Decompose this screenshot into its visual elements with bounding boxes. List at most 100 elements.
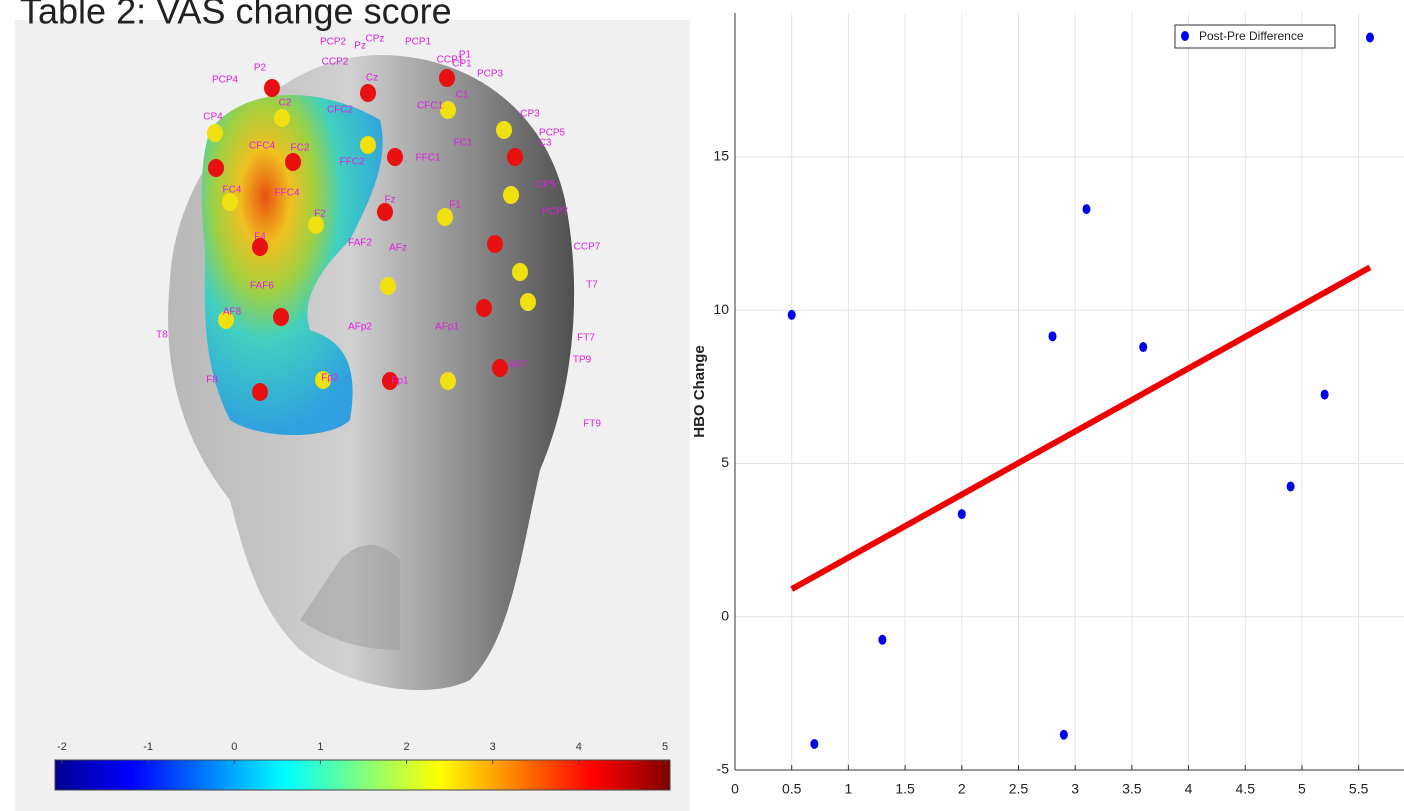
electrode-label: CFC4: [249, 141, 276, 152]
electrode-label: Pz: [354, 41, 366, 52]
point: [958, 509, 966, 519]
electrode: [208, 159, 224, 177]
x-tick-label: 3: [1071, 781, 1079, 797]
electrode: [476, 299, 492, 317]
point: [1366, 33, 1374, 43]
electrode: [439, 69, 455, 87]
electrode: [440, 372, 456, 390]
electrode: [512, 263, 528, 281]
electrode-label: CCP7: [574, 242, 601, 253]
x-tick-label: 0.5: [782, 781, 802, 797]
electrode-label: FT9: [583, 419, 601, 430]
point: [1321, 390, 1329, 400]
y-tick-label: 0: [721, 607, 729, 623]
electrode-label: Fz: [384, 195, 395, 206]
electrode: [285, 153, 301, 171]
x-tick-label: 2: [958, 781, 966, 797]
x-tick-label: 1.5: [895, 781, 915, 797]
x-tick-label: 3.5: [1122, 781, 1142, 797]
x-tick-label: 5: [1298, 781, 1306, 797]
electrode-label: PCP1: [405, 37, 432, 48]
x-tick-label: 2.5: [1009, 781, 1029, 797]
electrode-label: T8: [156, 330, 168, 341]
page-title: Table 2: VAS change score: [20, 0, 452, 32]
electrode-label: PCP4: [212, 75, 239, 86]
point: [1287, 482, 1295, 492]
x-tick-label: 0: [731, 781, 739, 797]
electrode: [387, 148, 403, 166]
electrode-label: PCP3: [477, 69, 504, 80]
electrode: [492, 359, 508, 377]
electrode-label: FC4: [223, 185, 242, 196]
electrode-label: TP9: [573, 355, 592, 366]
electrode-label: PCP7: [542, 207, 569, 218]
x-tick-label: 1: [844, 781, 852, 797]
colorbar-tick-label: 3: [490, 741, 496, 753]
electrode-label: FFC4: [275, 188, 300, 199]
colorbar-tick-label: 2: [404, 741, 410, 753]
colorbar-tick-label: -1: [143, 741, 153, 753]
electrode: [274, 109, 290, 127]
x-tick-label: 4: [1185, 781, 1193, 797]
electrode-label: CFC2: [327, 105, 354, 116]
electrode-label: AF7: [509, 360, 528, 371]
electrode-label: F1: [449, 200, 461, 211]
y-axis-label: HBO Change: [691, 345, 708, 438]
electrode-label: CPz: [366, 34, 385, 45]
electrode-label: PCP2: [320, 37, 347, 48]
electrode-label: F4: [254, 232, 266, 243]
y-tick-label: 10: [713, 301, 729, 317]
electrode: [496, 121, 512, 139]
electrode-label: FFC1: [416, 153, 441, 164]
electrode-label: CP3: [520, 109, 540, 120]
electrode: [507, 148, 523, 166]
electrode: [273, 308, 289, 326]
electrode-label: C2: [279, 98, 292, 109]
y-tick-label: 5: [721, 454, 729, 470]
legend-marker: [1181, 31, 1189, 41]
electrode-label: T7: [586, 280, 598, 291]
point: [788, 310, 796, 320]
electrode-label: CP4: [203, 112, 223, 123]
electrode-label: F2: [314, 209, 326, 220]
electrode: [377, 203, 393, 221]
point: [810, 739, 818, 749]
electrode-label: CFC1: [417, 101, 444, 112]
y-tick-label: -5: [717, 761, 730, 777]
electrode: [487, 235, 503, 253]
point: [1060, 730, 1068, 740]
electrode-label: Cz: [366, 73, 378, 84]
electrode-label: FAF6: [250, 281, 274, 292]
electrode: [380, 277, 396, 295]
x-tick-label: 4.5: [1236, 781, 1256, 797]
electrode-label: AFz: [389, 243, 407, 254]
electrode: [222, 193, 238, 211]
point: [1139, 342, 1147, 352]
electrode: [437, 208, 453, 226]
electrode-label: FAF2: [348, 238, 372, 249]
point: [878, 635, 886, 645]
point: [1048, 331, 1056, 341]
electrode-label: P2: [254, 63, 267, 74]
electrode: [360, 136, 376, 154]
electrode: [360, 84, 376, 102]
electrode-label: Fp2: [321, 373, 339, 384]
electrode-label: AF8: [223, 307, 242, 318]
page: Table 2: VAS change score -2-1012345PCP2…: [0, 0, 1404, 811]
electrode-label: AFp1: [435, 322, 459, 333]
electrode: [520, 293, 536, 311]
colorbar-tick-label: 1: [317, 741, 323, 753]
electrode-label: FC2: [291, 143, 310, 154]
electrode: [503, 186, 519, 204]
electrode-label: AFp2: [348, 322, 372, 333]
electrode-label: FFC2: [340, 157, 365, 168]
electrode-label: CP1: [452, 59, 472, 70]
colorbar-tick-label: 5: [662, 741, 668, 753]
fit-line: [792, 267, 1370, 589]
colorbar-tick-label: 4: [576, 741, 582, 753]
legend-label: Post-Pre Difference: [1199, 29, 1304, 43]
electrode-label: C3: [539, 138, 552, 149]
electrode-label: CCP2: [322, 57, 349, 68]
x-tick-label: 5.5: [1349, 781, 1369, 797]
electrode-label: C1: [456, 90, 469, 101]
